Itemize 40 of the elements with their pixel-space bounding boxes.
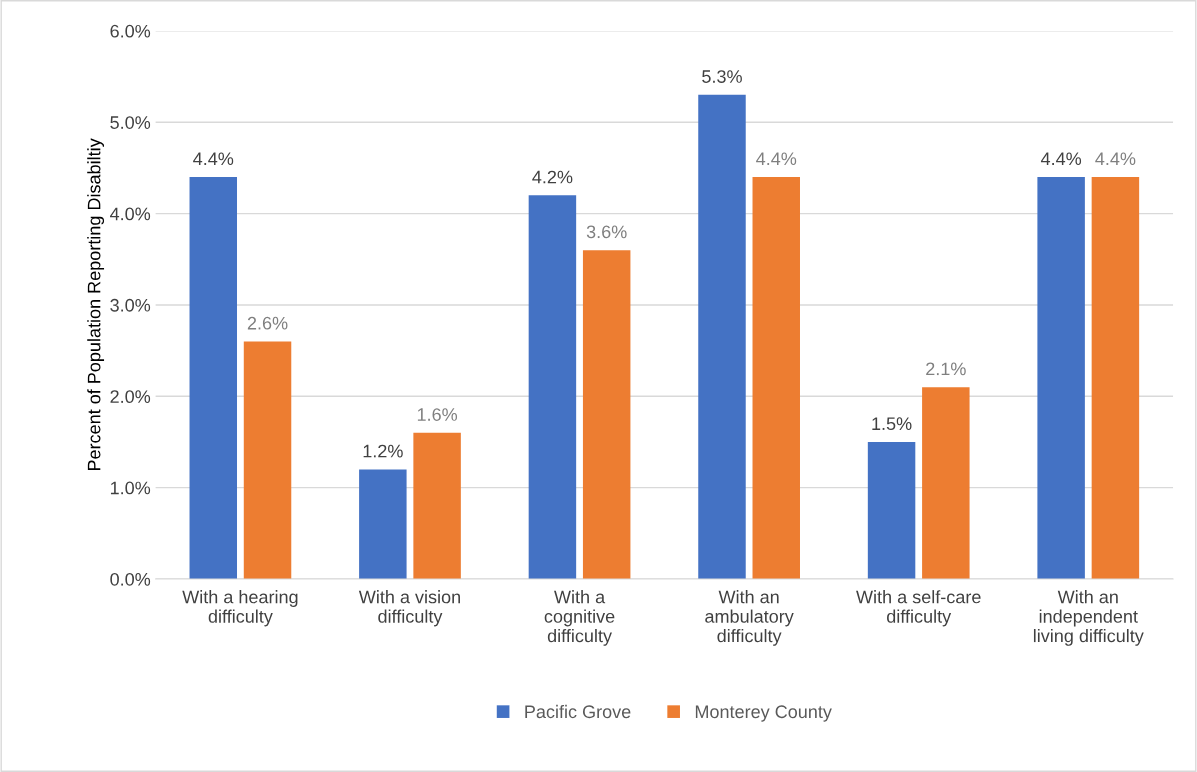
data-label: 5.3% [702, 70, 742, 83]
x-tick-label: With a self-care difficulty [856, 590, 981, 627]
bar [189, 177, 238, 579]
bar [243, 341, 292, 579]
x-tick-label: With an ambulatory difficulty [705, 590, 794, 646]
bar [1091, 177, 1140, 579]
x-tick-label: With a vision difficulty [358, 590, 460, 627]
data-label: 4.4% [756, 152, 797, 166]
y-tick-label: 4.0% [110, 207, 151, 221]
bar [582, 250, 631, 579]
data-label: 4.4% [1095, 152, 1136, 166]
x-tick-label: With an independent living difficulty [1033, 590, 1144, 646]
data-label: 3.6% [586, 225, 627, 239]
y-tick-label: 6.0% [110, 24, 151, 38]
y-axis-title: Percent of Population Reporting Disabiltiy [87, 138, 105, 471]
data-label: 4.4% [1040, 152, 1082, 166]
x-tick-label: With a hearing difficulty [182, 590, 298, 627]
bar [359, 469, 407, 579]
y-tick-label: 5.0% [110, 116, 151, 129]
bar [528, 195, 577, 579]
legend-label: Pacific Grove [525, 704, 631, 719]
data-label: 2.1% [926, 362, 966, 376]
data-label: 4.2% [532, 170, 573, 184]
bar [867, 441, 916, 579]
bar [752, 177, 800, 579]
y-tick-label: 1.0% [110, 481, 151, 495]
legend-label: Monterey County [695, 705, 832, 722]
y-tick-label: 3.0% [110, 298, 151, 312]
bar [1037, 177, 1085, 579]
data-label: 1.2% [363, 444, 403, 458]
data-label: 4.4% [193, 152, 234, 166]
data-label: 1.5% [872, 417, 912, 431]
bar [922, 387, 970, 579]
y-tick-label: 2.0% [110, 390, 151, 404]
x-tick-label: With a cognitive difficulty [544, 590, 615, 646]
data-label: 2.6% [247, 316, 288, 330]
y-tick-label: 0.0% [110, 572, 151, 586]
bar [413, 432, 461, 579]
bar [698, 94, 746, 579]
data-label: 1.6% [417, 408, 458, 421]
